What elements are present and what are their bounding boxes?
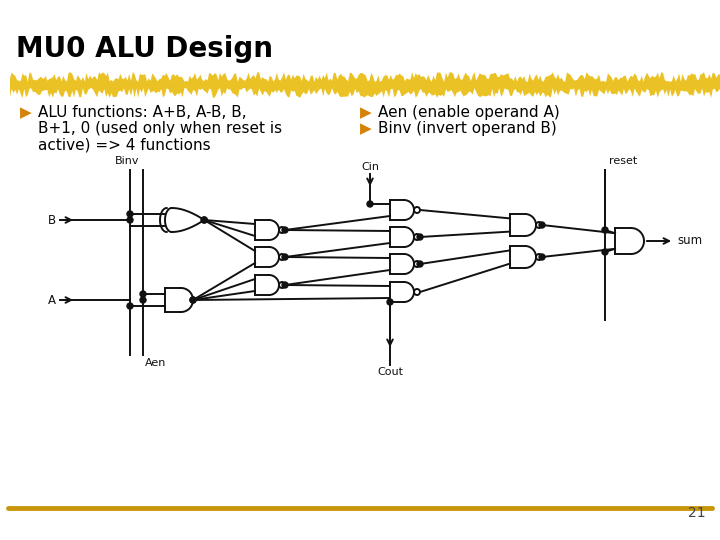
Text: B+1, 0 (used only when reset is: B+1, 0 (used only when reset is (38, 121, 282, 136)
Circle shape (602, 227, 608, 233)
Polygon shape (10, 72, 720, 98)
Circle shape (201, 217, 207, 223)
Circle shape (539, 222, 545, 228)
Text: MU0 ALU Design: MU0 ALU Design (16, 35, 273, 63)
Circle shape (536, 254, 542, 260)
Circle shape (190, 297, 196, 303)
Circle shape (282, 254, 288, 260)
Circle shape (201, 217, 207, 223)
Circle shape (414, 289, 420, 295)
Circle shape (536, 222, 542, 228)
Text: ▶: ▶ (20, 105, 32, 120)
Circle shape (190, 297, 196, 303)
Circle shape (279, 227, 285, 233)
Text: active) => 4 functions: active) => 4 functions (38, 137, 211, 152)
Circle shape (602, 249, 608, 255)
Circle shape (140, 291, 146, 297)
Circle shape (140, 297, 146, 303)
Circle shape (367, 201, 373, 207)
Text: reset: reset (609, 156, 637, 166)
Text: sum: sum (677, 234, 702, 247)
Circle shape (417, 261, 423, 267)
Circle shape (414, 234, 420, 240)
Text: ▶: ▶ (360, 121, 372, 136)
Circle shape (282, 282, 288, 288)
Text: Binv: Binv (114, 156, 139, 166)
Text: Aen: Aen (145, 358, 166, 368)
Text: B: B (48, 213, 56, 226)
Text: Aen (enable operand A): Aen (enable operand A) (378, 105, 559, 120)
Circle shape (279, 254, 285, 260)
Circle shape (414, 261, 420, 267)
Text: Cin: Cin (361, 162, 379, 172)
Circle shape (127, 211, 133, 217)
Text: A: A (48, 294, 56, 307)
Circle shape (417, 234, 423, 240)
Text: Binv (invert operand B): Binv (invert operand B) (378, 121, 557, 136)
Circle shape (387, 299, 393, 305)
Text: 21: 21 (688, 506, 706, 520)
Circle shape (539, 254, 545, 260)
Circle shape (279, 282, 285, 288)
Text: ▶: ▶ (360, 105, 372, 120)
Circle shape (282, 227, 288, 233)
Text: Cout: Cout (377, 367, 403, 377)
Circle shape (127, 303, 133, 309)
Text: ALU functions: A+B, A-B, B,: ALU functions: A+B, A-B, B, (38, 105, 247, 120)
Circle shape (127, 217, 133, 223)
Circle shape (414, 207, 420, 213)
